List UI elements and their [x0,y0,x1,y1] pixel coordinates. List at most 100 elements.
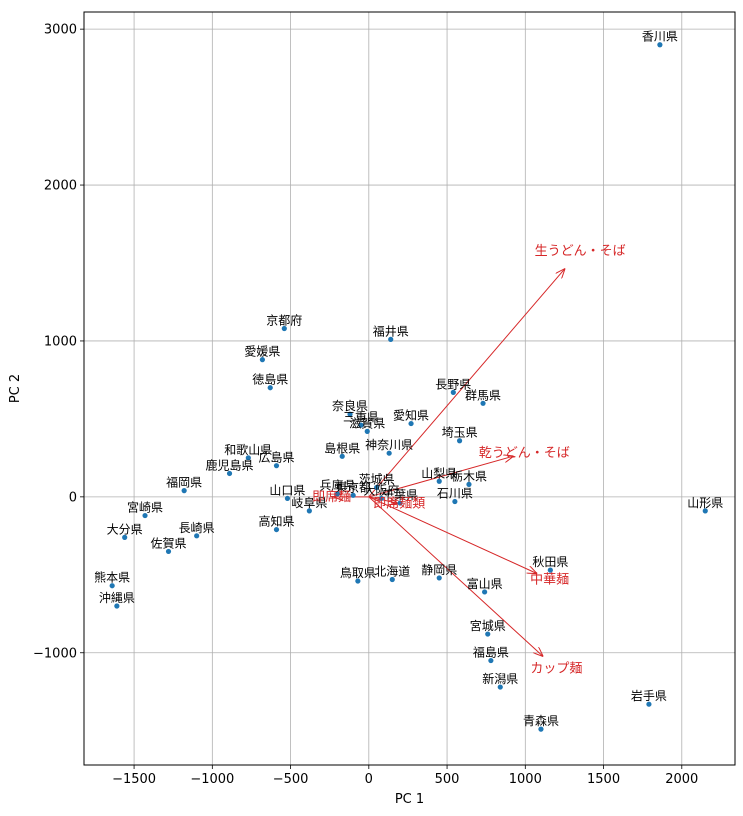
point-label: 徳島県 [252,372,288,387]
data-point [364,428,370,434]
y-axis-label: PC 2 [8,374,23,403]
point-label: 埼玉県 [442,426,478,440]
point-label: 青森県 [523,713,559,728]
point-label: 滋賀県 [349,416,385,430]
loading-label: 生うどん・そば [535,244,626,259]
point-label: 栃木県 [451,469,487,483]
x-tick-label: 500 [435,772,460,787]
data-point [488,657,494,664]
point-label: 山梨県 [421,466,457,480]
point-label: 東京都 [335,480,371,494]
point-label: 奈良県 [332,398,368,413]
data-point [452,498,458,505]
point-label: 沖縄県 [99,590,135,605]
x-tick-label: −500 [273,772,309,787]
point-label: 京都府 [266,312,302,327]
data-point [386,450,392,456]
data-point [538,726,544,732]
point-label: 静岡県 [421,563,457,577]
data-point [284,495,291,502]
data-point [355,578,361,584]
data-point [450,389,456,395]
data-point [480,400,486,406]
grid-lines [84,12,735,765]
data-point [306,508,312,514]
point-label: 岐阜県 [291,496,327,510]
data-point [408,420,414,427]
point-label: 茨城県 [359,472,395,486]
data-point [350,492,356,498]
y-axis-ticks: −1000 0 1000 2000 3000 [33,23,84,661]
data-point [122,534,128,540]
data-point [702,508,708,514]
x-tick-label: −1000 [190,772,234,787]
data-point [181,488,187,494]
point-label: 富山県 [467,576,503,591]
y-tick-label: 0 [69,490,77,505]
point-label: 和歌山県 [224,442,272,457]
point-label: 広島県 [258,450,294,465]
x-axis-label: PC 1 [395,792,424,807]
data-point [547,567,553,573]
data-point [267,385,273,391]
data-point [281,325,287,332]
data-point [389,576,395,583]
data-point [114,603,120,609]
data-point [194,533,200,539]
point-label: 福岡県 [166,475,202,490]
point-label: 山口県 [269,483,305,497]
loading-label: 乾うどん・そば [479,446,570,461]
point-label: 大阪府 [363,482,399,497]
point-label: 長崎県 [179,521,215,535]
data-point [497,684,503,690]
x-tick-label: 0 [365,772,373,787]
x-tick-label: 1500 [587,772,620,787]
loading-label: 中華麺 [530,572,569,587]
data-point [259,357,265,363]
point-label: 秋田県 [532,555,568,569]
data-point [334,491,341,497]
point-label: 北海道 [374,563,410,578]
point-label: 鹿児島県 [206,457,254,472]
data-point [456,438,463,444]
point-label: 三重県 [343,410,379,424]
loading-arrow [368,496,536,573]
point-label: 長野県 [435,377,471,391]
y-tick-label: 2000 [44,179,77,194]
point-label: 山形県 [687,496,723,510]
point-label: 新潟県 [482,671,518,686]
y-tick-label: 3000 [44,23,77,38]
data-point [378,495,384,502]
point-label: 愛媛県 [244,345,280,359]
y-tick-label: −1000 [33,646,77,661]
data-point [466,481,472,487]
point-label: 岩手県 [631,688,667,703]
data-point [436,575,442,581]
plot-frame [83,11,736,766]
point-label: 群馬県 [465,388,501,402]
x-axis-ticks: −1500 −1000 −500 0 500 1000 1500 2000 [112,765,698,787]
point-label: 熊本県 [94,570,130,585]
point-label: 神奈川県 [365,438,413,452]
loading-arrow [368,269,565,498]
data-point [142,512,148,519]
point-label: 佐賀県 [150,536,186,550]
y-tick-label: 1000 [44,334,77,349]
point-label: 石川県 [437,487,473,501]
x-tick-label: −1500 [112,772,156,787]
data-point [436,478,442,484]
point-label: 宮崎県 [127,500,163,515]
data-point [273,526,280,533]
loading-arrow [368,496,543,656]
point-label: 福島県 [473,645,509,660]
data-point [245,455,251,461]
data-point [646,701,652,707]
loading-label: 即席麺類 [373,496,425,512]
data-point [339,453,345,459]
point-label: 愛知県 [393,409,429,423]
data-point [109,583,115,589]
data-point [226,470,233,477]
x-tick-label: 2000 [665,772,698,787]
